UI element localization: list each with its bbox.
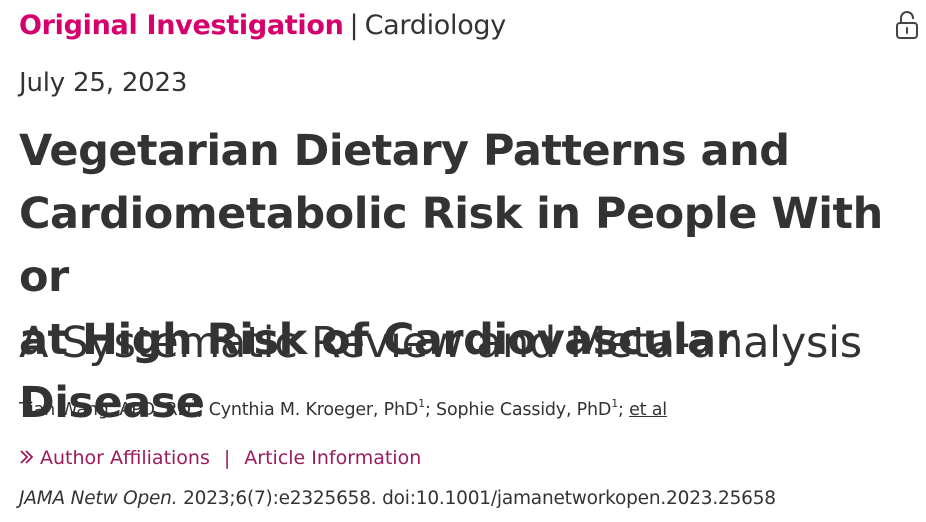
links-divider: | xyxy=(223,447,231,469)
affiliation-marker[interactable]: 1 xyxy=(611,397,619,410)
article-subject[interactable]: Cardiology xyxy=(364,10,507,41)
article-type: Original Investigation xyxy=(19,10,344,41)
article-links-row: Author Affiliations | Article Information xyxy=(19,447,421,469)
author-name[interactable]: Sophie Cassidy, PhD xyxy=(436,399,612,420)
citation: JAMA Netw Open. 2023;6(7):e2325658. doi:… xyxy=(19,488,776,509)
title-line-2: Cardiometabolic Risk in People With or xyxy=(19,189,883,302)
title-line-1: Vegetarian Dietary Patterns and xyxy=(19,126,790,176)
author-separator: ; xyxy=(618,399,624,420)
article-title: Vegetarian Dietary Patterns and Cardiome… xyxy=(19,120,919,435)
article-meta-row: Original Investigation | Cardiology xyxy=(19,10,918,50)
title-line-3: at High Risk of Cardiovascular Disease xyxy=(19,315,737,428)
affiliation-marker[interactable]: 1 xyxy=(190,397,198,410)
author-name[interactable]: Tian Wang, APD, RD xyxy=(19,399,191,420)
affiliation-marker[interactable]: 1 xyxy=(418,397,425,410)
author-affiliations-link[interactable]: Author Affiliations xyxy=(40,447,210,469)
author-name[interactable]: Cynthia M. Kroeger, PhD xyxy=(208,399,419,420)
unlocked-padlock-icon xyxy=(896,11,918,39)
article-information-link[interactable]: Article Information xyxy=(244,447,422,469)
author-separator: ; xyxy=(197,399,204,420)
author-list: Tian Wang, APD, RD1; Cynthia M. Kroeger,… xyxy=(19,397,667,420)
publication-date: July 25, 2023 xyxy=(19,68,188,98)
et-al-link[interactable]: et al xyxy=(629,399,667,420)
meta-separator: | xyxy=(349,10,359,41)
journal-abbreviation: JAMA Netw Open. xyxy=(19,488,178,509)
citation-details: 2023;6(7):e2325658. doi:10.1001/jamanetw… xyxy=(183,488,776,509)
article-subtitle: A Systematic Review and Meta-analysis xyxy=(19,318,862,368)
author-separator: ; xyxy=(424,399,431,420)
double-chevron-right-icon[interactable] xyxy=(19,449,35,465)
